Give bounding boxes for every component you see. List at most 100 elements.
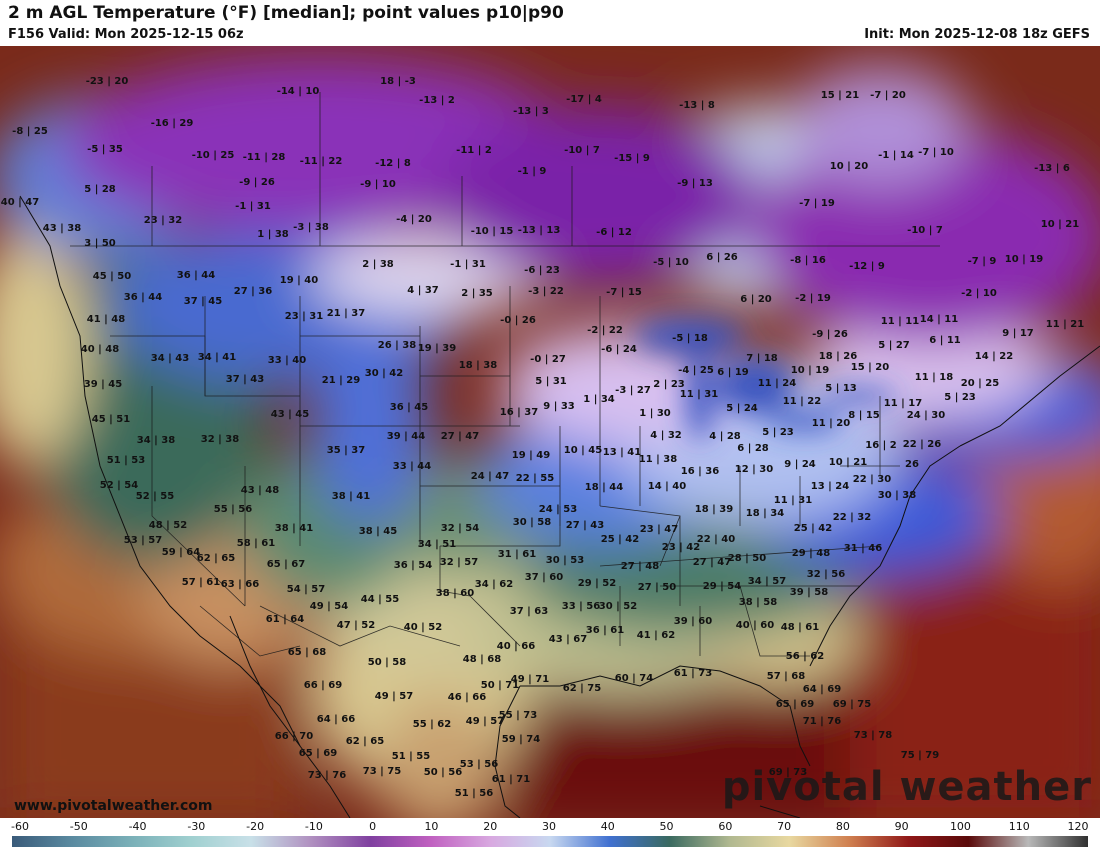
point-value-label: 8 | 15 [848, 410, 880, 421]
map-title: 2 m AGL Temperature (°F) [median]; point… [8, 3, 564, 23]
point-value-label: -13 | 13 [517, 225, 561, 236]
colorbar-ramp [12, 836, 1088, 847]
point-value-label: 62 | 65 [196, 553, 236, 564]
point-value-label: 21 | 29 [321, 375, 361, 386]
point-value-label: -9 | 26 [239, 177, 275, 188]
point-value-label: -9 | 26 [812, 329, 848, 340]
point-value-label: 46 | 66 [447, 692, 487, 703]
point-value-label: 14 | 40 [647, 481, 687, 492]
point-value-label: 69 | 73 [768, 767, 808, 778]
point-value-label: -8 | 16 [790, 255, 826, 266]
point-value-label: 11 | 31 [679, 389, 719, 400]
point-value-label: 19 | 39 [417, 343, 457, 354]
point-value-label: 57 | 61 [181, 577, 221, 588]
point-value-label: 59 | 74 [501, 734, 541, 745]
point-value-label: 36 | 54 [393, 560, 433, 571]
point-value-label: 37 | 60 [524, 572, 564, 583]
header: 2 m AGL Temperature (°F) [median]; point… [0, 0, 1100, 46]
point-value-label: 39 | 44 [386, 431, 426, 442]
point-value-label: 39 | 58 [789, 587, 829, 598]
point-value-label: 5 | 27 [878, 340, 910, 351]
point-value-label: 45 | 50 [92, 271, 132, 282]
point-value-label: -7 | 20 [870, 90, 906, 101]
point-value-label: 31 | 46 [843, 543, 883, 554]
point-value-label: 43 | 48 [240, 485, 280, 496]
point-value-label: 10 | 21 [828, 457, 868, 468]
point-value-label: -0 | 27 [530, 354, 566, 365]
point-value-label: 65 | 69 [775, 699, 815, 710]
point-value-label: 38 | 45 [358, 526, 398, 537]
point-value-label: 64 | 66 [316, 714, 356, 725]
point-value-label: 11 | 22 [782, 396, 822, 407]
point-value-label: 23 | 32 [143, 215, 183, 226]
point-value-label: 10 | 19 [1004, 254, 1044, 265]
point-value-label: 11 | 18 [914, 372, 954, 383]
point-value-label: 13 | 41 [602, 447, 642, 458]
point-value-label: 37 | 43 [225, 374, 265, 385]
point-value-label: 40 | 52 [403, 622, 443, 633]
point-value-label: -3 | 38 [293, 222, 329, 233]
point-value-label: -2 | 19 [795, 293, 831, 304]
point-value-label: 41 | 62 [636, 630, 676, 641]
point-value-label: -12 | 9 [849, 261, 885, 272]
point-value-label: 1 | 34 [583, 394, 615, 405]
colorbar-tick-label: 80 [835, 820, 850, 833]
point-value-label: 11 | 38 [638, 454, 678, 465]
point-value-label: -11 | 2 [456, 145, 492, 156]
point-value-label: 48 | 61 [780, 622, 820, 633]
point-value-label: 16 | 36 [680, 466, 720, 477]
point-value-label: 56 | 62 [785, 651, 825, 662]
point-value-label: 24 | 53 [538, 504, 578, 515]
colorbar-tick-label: 70 [777, 820, 792, 833]
point-value-label: -23 | 20 [85, 76, 129, 87]
point-value-label: 38 | 41 [331, 491, 371, 502]
point-value-label: 5 | 28 [84, 184, 116, 195]
point-value-label: -6 | 23 [524, 265, 560, 276]
point-value-label: 18 | -3 [380, 76, 416, 87]
point-value-label: -10 | 25 [191, 150, 235, 161]
point-value-label: -0 | 26 [500, 315, 536, 326]
point-value-label: 23 | 47 [639, 524, 679, 535]
point-value-label: 40 | 66 [496, 641, 536, 652]
colorbar-tick-label: 30 [542, 820, 556, 833]
point-value-label: 73 | 78 [853, 730, 893, 741]
point-value-label: 48 | 52 [148, 520, 188, 531]
point-value-label: -10 | 7 [907, 225, 943, 236]
point-value-label: -1 | 31 [450, 259, 486, 270]
colorbar-tick-label: -30 [187, 820, 206, 833]
point-value-label: 22 | 32 [832, 512, 872, 523]
point-value-label: 63 | 66 [220, 579, 260, 590]
point-value-label: 73 | 75 [362, 766, 402, 777]
point-value-label: -6 | 24 [601, 344, 637, 355]
point-value-label: 57 | 68 [766, 671, 806, 682]
point-value-label: 55 | 56 [213, 504, 253, 515]
point-value-label: -7 | 9 [967, 256, 997, 267]
point-value-label: 5 | 24 [726, 403, 758, 414]
point-value-label: 3 | 50 [84, 238, 116, 249]
point-value-label: 11 | 11 [880, 316, 920, 327]
temperature-map[interactable]: -23 | 20 -14 | 10 18 | -3 -13 | 2 -17 | 4 -13… [0, 46, 1100, 818]
point-value-label: 9 | 24 [784, 459, 816, 470]
point-value-label: 22 | 55 [515, 473, 555, 484]
point-value-label: 36 | 44 [176, 270, 216, 281]
point-value-label: 32 | 57 [439, 557, 479, 568]
point-value-label: 50 | 58 [367, 657, 407, 668]
point-value-label: -1 | 31 [235, 201, 271, 212]
point-value-label: 75 | 79 [900, 750, 940, 761]
point-value-label: -17 | 4 [566, 94, 602, 105]
point-value-label: 11 | 24 [757, 378, 797, 389]
point-value-label: -10 | 15 [470, 226, 514, 237]
point-value-label: -6 | 12 [596, 227, 632, 238]
point-value-label: 61 | 73 [673, 668, 713, 679]
point-value-label: -4 | 25 [678, 365, 714, 376]
website-label[interactable]: www.pivotalweather.com [14, 798, 213, 814]
point-value-label: 38 | 60 [435, 588, 475, 599]
point-value-label: -13 | 6 [1034, 163, 1070, 174]
point-value-label: 37 | 63 [509, 606, 549, 617]
point-value-label: 22 | 26 [902, 439, 942, 450]
point-value-label: 62 | 65 [345, 736, 385, 747]
point-value-label: 30 | 52 [598, 601, 638, 612]
point-value-label: 26 [905, 459, 919, 470]
point-value-label: 27 | 36 [233, 286, 273, 297]
point-value-label: 22 | 30 [852, 474, 892, 485]
